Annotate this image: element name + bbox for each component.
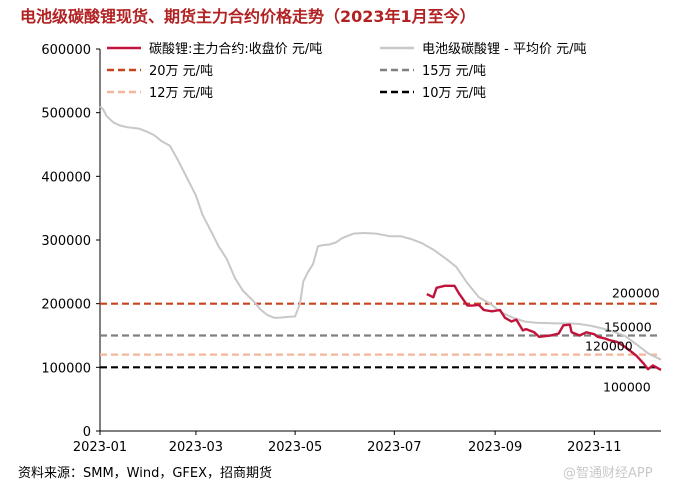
source-note: 资料来源：SMM，Wind，GFEX，招商期货 (18, 466, 273, 481)
watermark: @智通财经APP (563, 466, 653, 481)
y-tick-label: 300000 (41, 234, 91, 249)
x-tick-label: 2023-07 (367, 440, 421, 455)
legend-label: 12万 元/吨 (149, 86, 213, 101)
y-tick-label: 500000 (41, 107, 91, 122)
legend-label: 碳酸锂:主力合约:收盘价 元/吨 (149, 41, 322, 57)
legend-label: 15万 元/吨 (422, 64, 486, 79)
y-tick-label: 100000 (41, 361, 91, 376)
series-lines (99, 105, 662, 371)
chart-title: 电池级碳酸锂现货、期货主力合约价格走势（2023年1月至今） (20, 7, 476, 26)
reference-value-label: 150000 (604, 320, 652, 335)
x-tick-label: 2023-05 (268, 440, 322, 455)
reference-value-label: 120000 (585, 339, 633, 354)
y-tick-label: 600000 (41, 43, 91, 58)
y-tick-label: 400000 (41, 170, 91, 185)
y-tick-label: 0 (83, 425, 91, 440)
reference-value-label: 100000 (603, 379, 651, 394)
x-tick-label: 2023-01 (73, 440, 127, 455)
reference-labels: 200000 150000 120000 100000 (585, 286, 660, 395)
x-tick-label: 2023-09 (468, 440, 522, 455)
chart-legend: 碳酸锂:主力合约:收盘价 元/吨 电池级碳酸锂 - 平均价 元/吨 20万 元/吨 1… (107, 41, 586, 101)
x-tick-label: 2023-03 (169, 440, 223, 455)
chart-axes: 0 100000 200000 300000 400000 500000 600000 202… (41, 43, 661, 455)
x-tick-label: 2023-11 (567, 440, 621, 455)
spot-average-line (99, 105, 662, 361)
legend-label: 20万 元/吨 (149, 64, 213, 79)
reference-value-label: 200000 (612, 286, 660, 301)
legend-label: 电池级碳酸锂 - 平均价 元/吨 (422, 42, 586, 57)
reference-lines (100, 302, 661, 369)
legend-label: 10万 元/吨 (422, 86, 486, 101)
futures-close-line (426, 284, 662, 371)
y-tick-label: 200000 (41, 298, 91, 313)
